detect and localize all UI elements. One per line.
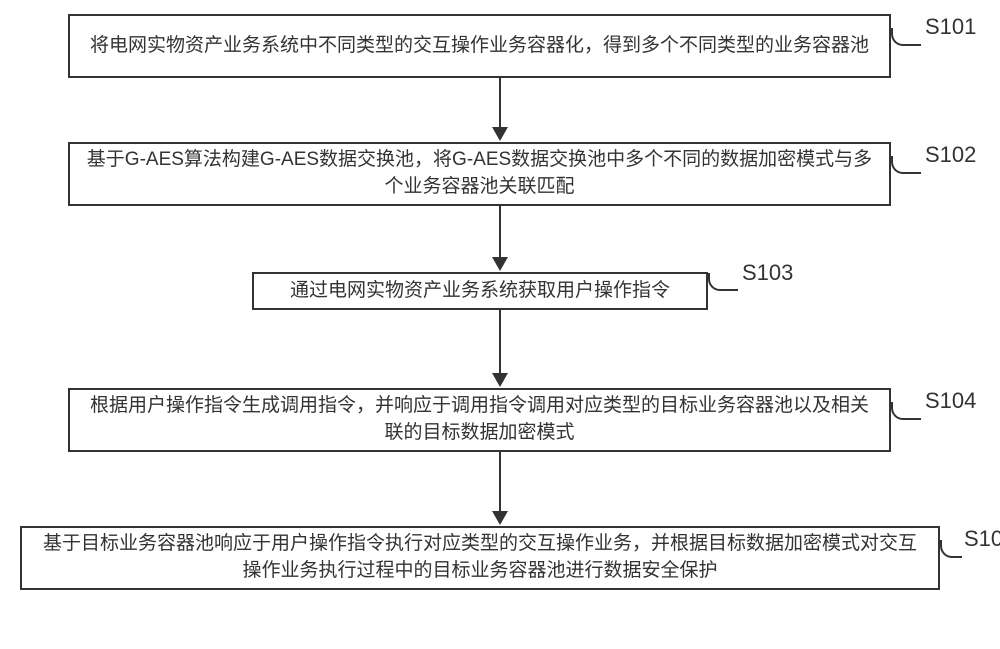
connector-s101: [891, 28, 921, 46]
step-box-s102: 基于G-AES算法构建G-AES数据交换池，将G-AES数据交换池中多个不同的数…: [68, 142, 891, 206]
step-box-s101: 将电网实物资产业务系统中不同类型的交互操作业务容器化，得到多个不同类型的业务容器…: [68, 14, 891, 78]
step-box-s105: 基于目标业务容器池响应于用户操作指令执行对应类型的交互操作业务，并根据目标数据加…: [20, 526, 940, 590]
step-label-s102: S102: [925, 142, 976, 168]
arrow-3: [492, 310, 508, 388]
arrow-2: [492, 206, 508, 272]
step-box-s104: 根据用户操作指令生成调用指令，并响应于调用指令调用对应类型的目标业务容器池以及相…: [68, 388, 891, 452]
step-label-s101: S101: [925, 14, 976, 40]
step-text-s101: 将电网实物资产业务系统中不同类型的交互操作业务容器化，得到多个不同类型的业务容器…: [90, 33, 869, 60]
step-label-s103: S103: [742, 260, 793, 286]
connector-s104: [891, 402, 921, 420]
step-box-s103: 通过电网实物资产业务系统获取用户操作指令: [252, 272, 708, 310]
arrow-4: [492, 452, 508, 526]
connector-s102: [891, 156, 921, 174]
connector-s105: [940, 540, 962, 558]
connector-s103: [708, 273, 738, 291]
step-text-s102: 基于G-AES算法构建G-AES数据交换池，将G-AES数据交换池中多个不同的数…: [86, 147, 873, 200]
step-text-s105: 基于目标业务容器池响应于用户操作指令执行对应类型的交互操作业务，并根据目标数据加…: [38, 531, 922, 584]
step-label-s104: S104: [925, 388, 976, 414]
flowchart-container: 将电网实物资产业务系统中不同类型的交互操作业务容器化，得到多个不同类型的业务容器…: [0, 0, 1000, 649]
step-label-s105: S105: [964, 526, 1000, 552]
step-text-s103: 通过电网实物资产业务系统获取用户操作指令: [290, 278, 670, 305]
step-text-s104: 根据用户操作指令生成调用指令，并响应于调用指令调用对应类型的目标业务容器池以及相…: [86, 393, 873, 446]
arrow-1: [492, 78, 508, 142]
